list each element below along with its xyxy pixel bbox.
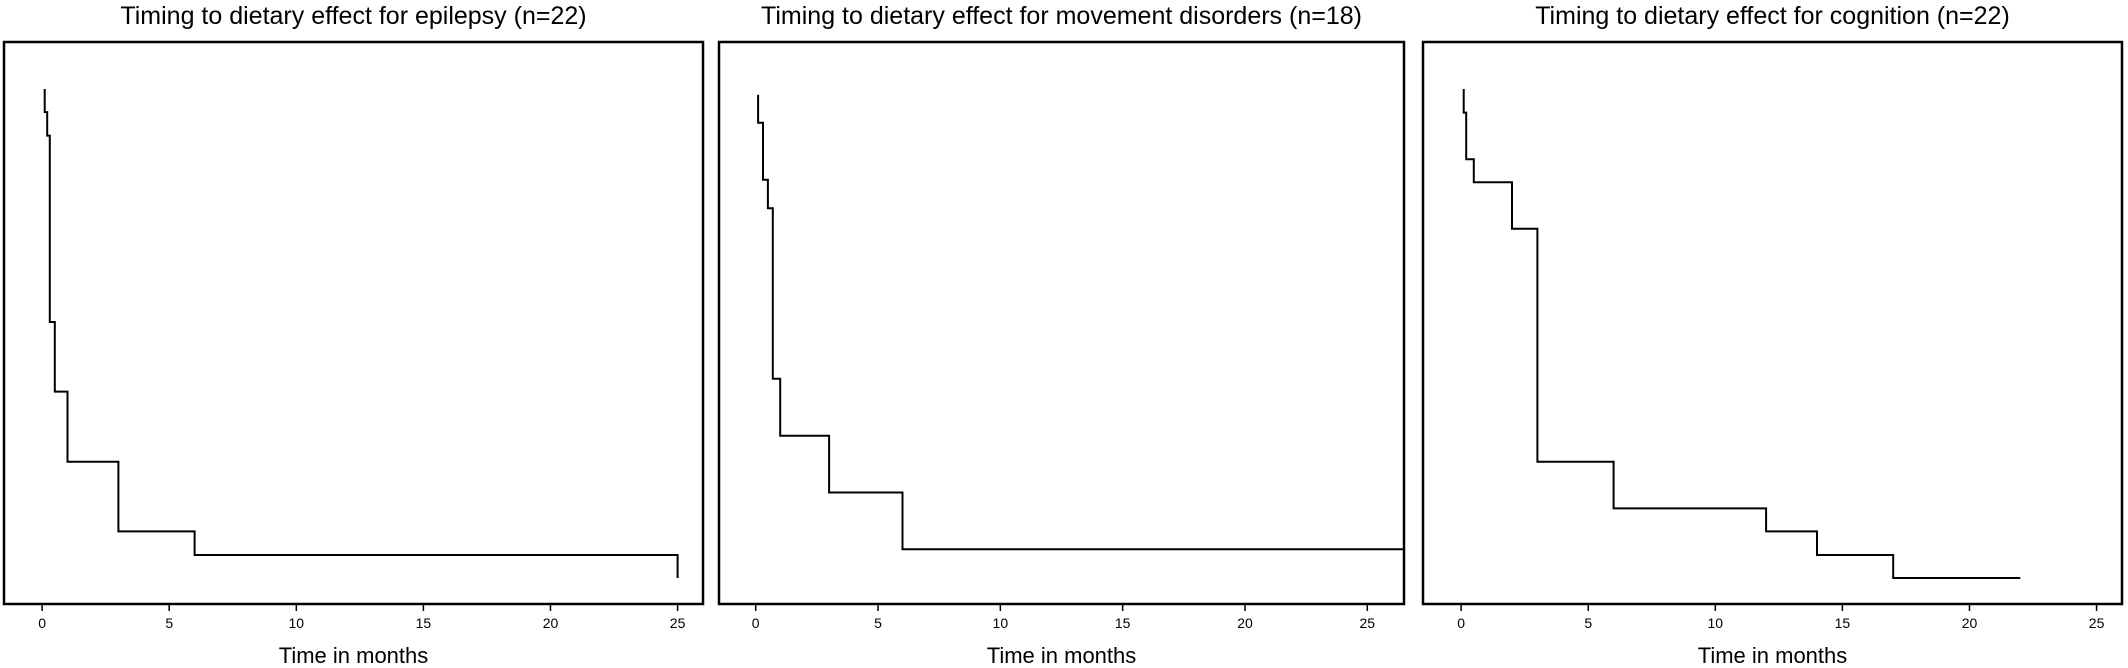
x-tick-label: 25 xyxy=(1360,615,1376,631)
km-step-curve xyxy=(43,89,679,578)
x-tick-label: 20 xyxy=(543,615,559,631)
chart-title: Timing to dietary effect for movement di… xyxy=(761,2,1362,30)
x-axis-label: Time in months xyxy=(1698,643,1848,668)
x-tick-label: 20 xyxy=(1962,615,1978,631)
x-tick-label: 15 xyxy=(1115,615,1131,631)
chart-panel-3: Timing to dietary effect for cognition (… xyxy=(1421,2,2124,668)
plot-frame xyxy=(1421,40,2124,606)
x-tick-label: 20 xyxy=(1237,615,1253,631)
x-tick-label: 0 xyxy=(1457,615,1465,631)
plot-frame xyxy=(2,40,705,606)
x-tick-label: 5 xyxy=(165,615,173,631)
x-axis-label: Time in months xyxy=(987,643,1137,668)
x-tick-label: 25 xyxy=(2089,615,2105,631)
x-tick-label: 10 xyxy=(1708,615,1724,631)
chart-title: Timing to dietary effect for epilepsy (n… xyxy=(120,2,586,30)
x-tick-label: 5 xyxy=(1584,615,1592,631)
chart-title: Timing to dietary effect for cognition (… xyxy=(1535,2,2010,30)
x-tick-label: 0 xyxy=(38,615,46,631)
km-step-curve xyxy=(1462,89,2021,579)
chart-panel-1: Timing to dietary effect for epilepsy (n… xyxy=(2,2,705,668)
x-tick-label: 0 xyxy=(752,615,760,631)
plot-frame xyxy=(717,40,1406,606)
x-tick-label: 5 xyxy=(874,615,882,631)
x-tick-label: 25 xyxy=(670,615,686,631)
x-tick-label: 10 xyxy=(289,615,305,631)
x-axis-label: Time in months xyxy=(279,643,429,668)
chart-panel-2: Timing to dietary effect for movement di… xyxy=(717,2,1406,668)
x-tick-label: 15 xyxy=(1835,615,1851,631)
x-tick-label: 15 xyxy=(416,615,432,631)
x-tick-label: 10 xyxy=(993,615,1009,631)
km-step-curve xyxy=(757,94,1404,551)
